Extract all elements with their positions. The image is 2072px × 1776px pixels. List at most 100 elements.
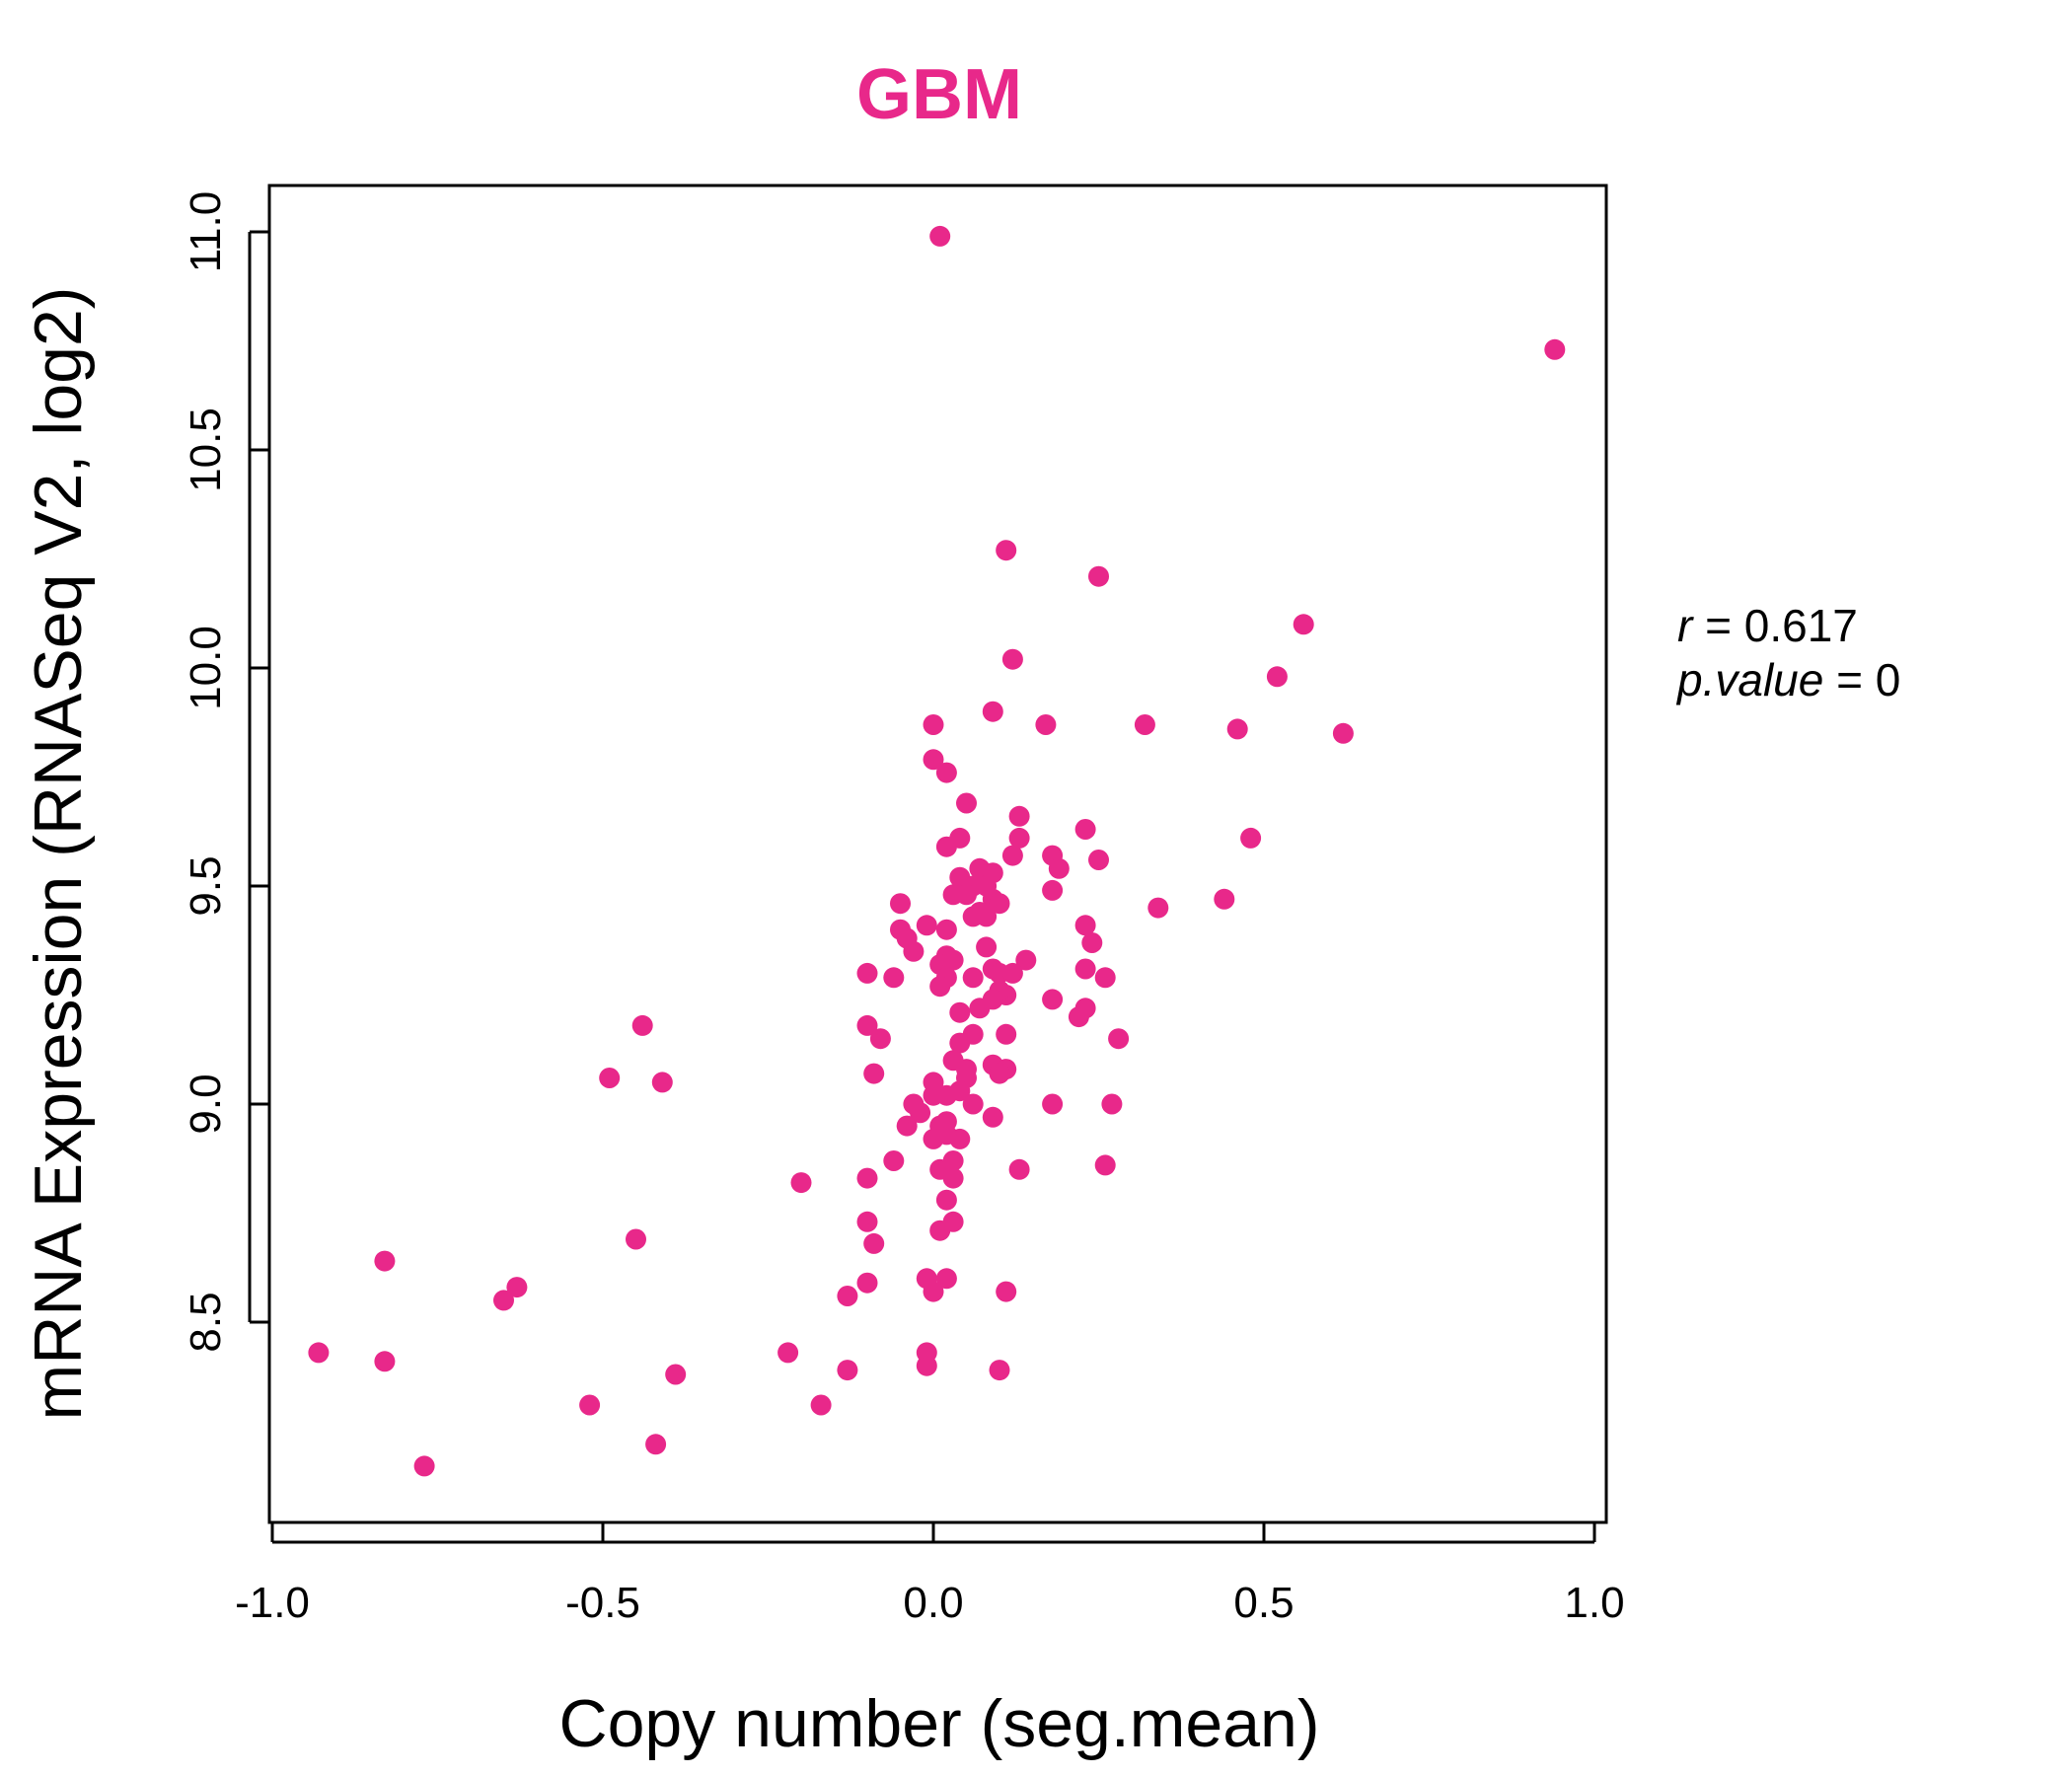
data-point-16 — [1008, 805, 1030, 827]
data-point-61 — [1094, 967, 1116, 989]
data-point-34 — [1214, 888, 1235, 910]
y-axis: 8.5 9.0 9.5 10.0 10.5 11.0 — [182, 191, 269, 1353]
data-point-42 — [916, 915, 937, 936]
data-point-6 — [1001, 648, 1023, 670]
data-point-107 — [1008, 1158, 1030, 1180]
data-point-86 — [599, 1068, 621, 1088]
data-point-131 — [916, 1355, 937, 1376]
data-point-14 — [935, 762, 957, 783]
y-tick-label-2: 9.5 — [182, 855, 230, 916]
data-point-73 — [856, 1014, 878, 1036]
data-point-20 — [1008, 827, 1030, 849]
data-point-5 — [1266, 666, 1288, 688]
data-point-127 — [308, 1342, 330, 1364]
data-point-93 — [1042, 1093, 1064, 1115]
data-point-57 — [1001, 962, 1023, 984]
data-point-33 — [1042, 879, 1064, 901]
data-point-113 — [856, 1211, 878, 1232]
data-point-106 — [1094, 1154, 1116, 1176]
data-point-126 — [493, 1290, 514, 1311]
data-point-55 — [1074, 958, 1096, 980]
y-tick-label-3: 10.0 — [182, 626, 230, 710]
data-point-78 — [949, 1032, 971, 1054]
y-axis-label: mRNA Expression (RNASeq V2, log2) — [21, 287, 96, 1421]
data-point-2 — [996, 540, 1017, 561]
data-point-92 — [962, 1093, 984, 1115]
data-point-43 — [935, 919, 957, 940]
data-point-47 — [1081, 932, 1103, 953]
data-point-17 — [1074, 819, 1096, 840]
data-point-95 — [1101, 1093, 1123, 1115]
y-tick-label-4: 10.5 — [182, 407, 230, 492]
data-point-48 — [976, 936, 998, 958]
data-point-104 — [883, 1150, 905, 1171]
data-point-103 — [949, 1128, 971, 1149]
data-point-41 — [976, 906, 998, 927]
data-point-44 — [1074, 915, 1096, 936]
data-point-15 — [956, 792, 977, 814]
x-axis: -1.0 -0.5 0.0 0.5 1.0 — [235, 1522, 1625, 1627]
data-point-115 — [929, 1220, 951, 1241]
data-point-60 — [962, 967, 984, 989]
data-point-136 — [810, 1394, 832, 1416]
data-point-62 — [883, 967, 905, 989]
y-tick-label-1: 9.0 — [182, 1073, 230, 1134]
p-value-annotation: p.value = 0 — [1675, 654, 1900, 705]
data-point-134 — [665, 1364, 687, 1385]
data-point-11 — [982, 701, 1003, 722]
correlation-annotation: r = 0.617 — [1677, 600, 1858, 651]
x-tick-label-2: 0.0 — [903, 1579, 963, 1627]
data-point-76 — [1108, 1028, 1130, 1050]
data-point-130 — [374, 1351, 396, 1372]
data-point-10 — [1035, 714, 1057, 735]
data-point-112 — [935, 1189, 957, 1211]
data-point-87 — [651, 1072, 673, 1093]
data-point-3 — [1088, 565, 1109, 587]
y-tick-label-5: 11.0 — [182, 191, 230, 272]
data-point-97 — [982, 1106, 1003, 1128]
data-point-132 — [837, 1360, 858, 1381]
data-point-116 — [626, 1228, 646, 1250]
data-point-32 — [956, 884, 977, 906]
data-point-83 — [863, 1063, 885, 1084]
data-point-4 — [1293, 614, 1314, 635]
data-point-8 — [1226, 718, 1248, 740]
data-point-91 — [923, 1084, 944, 1106]
p-equals: = — [1836, 654, 1876, 705]
data-point-118 — [374, 1250, 396, 1272]
data-point-58 — [856, 962, 878, 984]
data-point-25 — [1048, 857, 1070, 879]
data-point-7 — [1332, 722, 1354, 744]
plot-frame — [267, 184, 1608, 1524]
data-point-84 — [989, 1063, 1010, 1084]
data-point-117 — [863, 1232, 885, 1254]
data-point-122 — [506, 1277, 528, 1298]
data-point-137 — [645, 1434, 667, 1455]
x-tick-label-4: 1.0 — [1564, 1579, 1624, 1627]
data-point-24 — [1088, 850, 1109, 870]
x-tick-label-1: -0.5 — [565, 1579, 640, 1627]
r-value: 0.617 — [1744, 600, 1858, 651]
data-point-12 — [923, 714, 944, 735]
data-point-128 — [777, 1342, 799, 1364]
data-point-124 — [996, 1281, 1017, 1302]
data-point-18 — [1240, 827, 1262, 849]
data-point-38 — [1147, 897, 1169, 919]
data-point-120 — [935, 1268, 957, 1290]
data-point-0 — [929, 225, 951, 247]
data-point-13 — [923, 749, 944, 771]
data-point-70 — [949, 1001, 971, 1023]
data-point-125 — [837, 1286, 858, 1306]
data-point-138 — [413, 1455, 435, 1477]
data-point-77 — [869, 1028, 891, 1050]
data-point-100 — [896, 1115, 918, 1137]
data-point-22 — [1001, 845, 1023, 866]
x-tick-label-3: 0.5 — [1233, 1579, 1294, 1627]
data-point-135 — [579, 1394, 601, 1416]
data-point-111 — [790, 1172, 812, 1194]
r-equals: = — [1705, 600, 1744, 651]
data-point-69 — [969, 998, 991, 1019]
data-point-110 — [856, 1167, 878, 1189]
data-point-21 — [935, 836, 957, 857]
